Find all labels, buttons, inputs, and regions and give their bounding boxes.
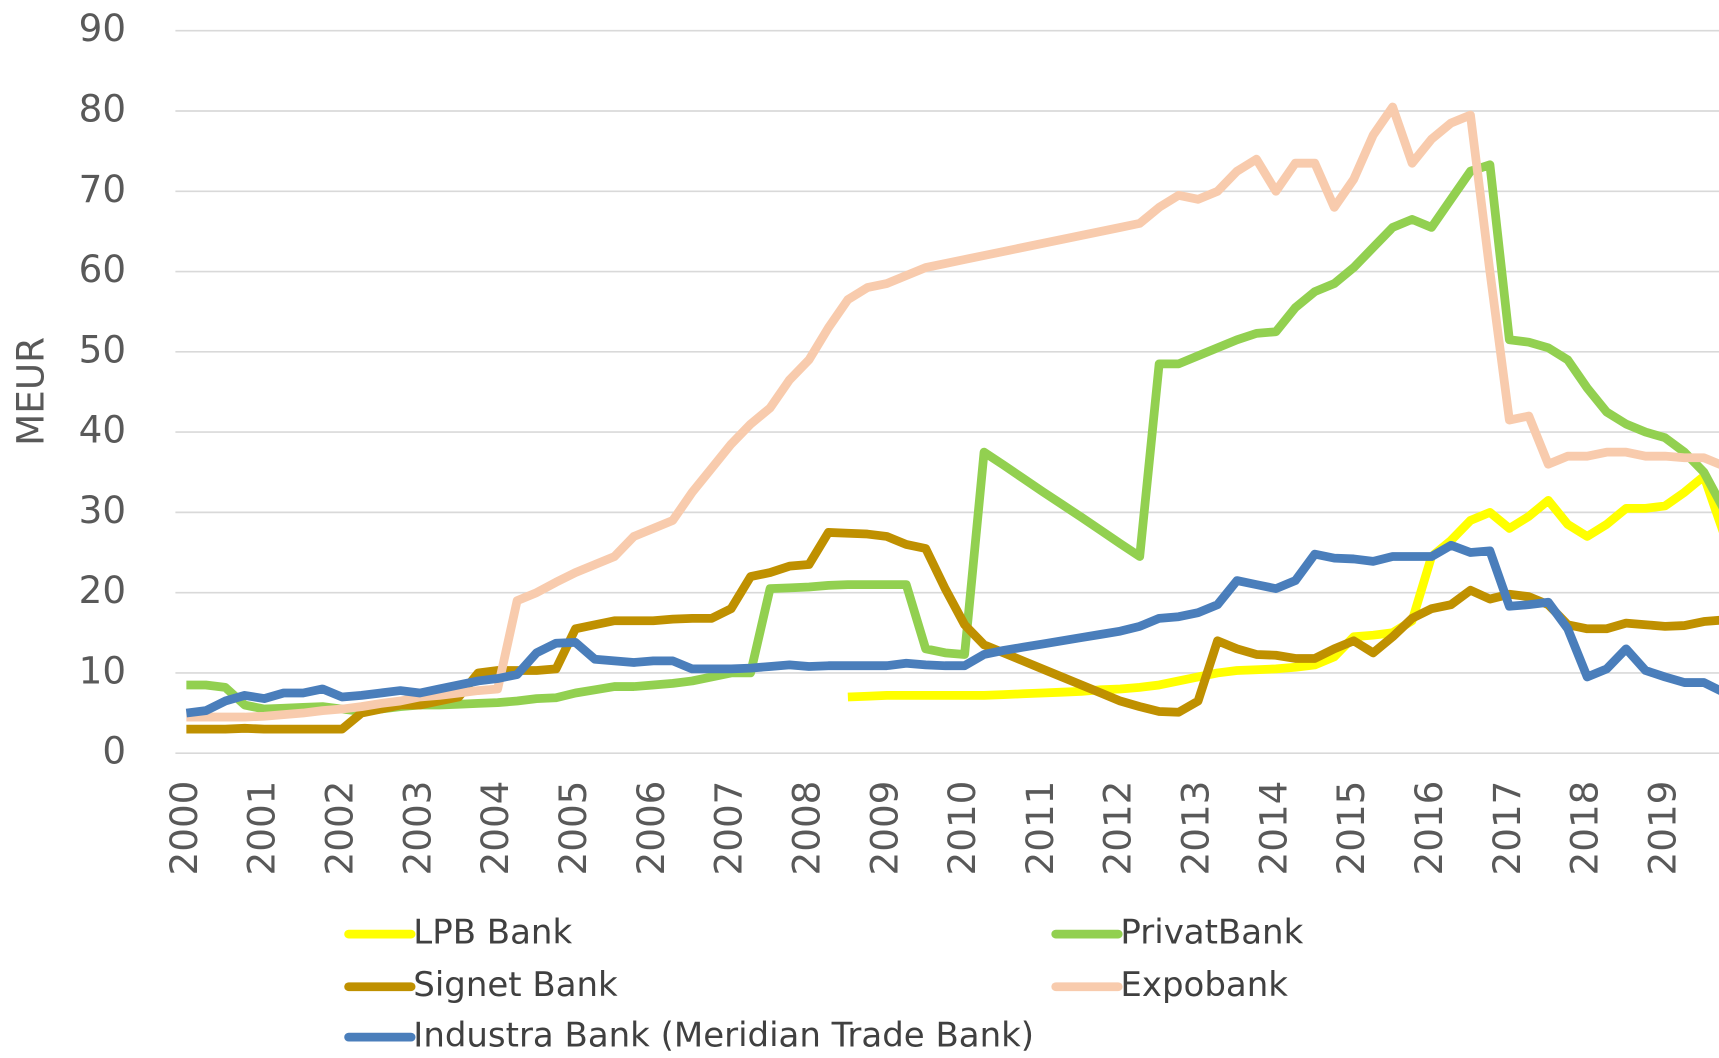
- x-tick-label: 2005: [551, 781, 595, 876]
- legend-label: Expobank: [1120, 965, 1288, 1005]
- series-line: [186, 160, 1719, 716]
- x-tick-label: 2003: [395, 781, 439, 876]
- y-tick-label: 0: [102, 729, 126, 773]
- series-line: [186, 102, 1719, 722]
- y-tick-label: 80: [79, 87, 126, 131]
- y-tick-label: 70: [79, 167, 126, 211]
- x-tick-label: 2015: [1329, 781, 1373, 876]
- x-tick-label: 2001: [240, 781, 284, 876]
- x-tick-label: 2009: [862, 781, 906, 876]
- x-tick-label: 2010: [940, 781, 984, 876]
- y-tick-label: 10: [79, 648, 126, 692]
- x-tick-label: 2016: [1407, 781, 1451, 876]
- x-tick-label: 2013: [1174, 781, 1218, 876]
- x-tick-label: 2011: [1018, 781, 1062, 876]
- series-line: [186, 528, 1719, 734]
- x-tick-label: 2000: [162, 781, 206, 876]
- x-tick-label: 2018: [1563, 781, 1607, 876]
- y-tick-label: 40: [79, 408, 126, 452]
- series-line: [185, 540, 1719, 718]
- y-tick-label: 60: [79, 247, 126, 291]
- legend-label: LPB Bank: [413, 913, 572, 953]
- y-tick-label: 30: [79, 488, 126, 532]
- x-tick-label: 2004: [473, 781, 517, 876]
- x-tick-label: 2019: [1641, 781, 1685, 876]
- x-tick-label: 2014: [1251, 781, 1295, 876]
- series-line: [847, 471, 1719, 702]
- x-tick-label: 2007: [707, 781, 751, 876]
- x-tick-label: 2008: [784, 781, 828, 876]
- y-tick-label: 50: [79, 327, 126, 371]
- y-tick-label: 90: [79, 6, 126, 50]
- legend-label: Industra Bank (Meridian Trade Bank): [413, 1016, 1034, 1056]
- x-tick-label: 2006: [629, 781, 673, 876]
- x-tick-label: 2002: [318, 781, 362, 876]
- legend-label: PrivatBank: [1120, 913, 1303, 953]
- y-axis-label: MEUR: [8, 337, 52, 446]
- legend-label: Signet Bank: [413, 965, 618, 1005]
- x-tick-label: 2017: [1485, 781, 1529, 876]
- y-tick-label: 20: [79, 568, 126, 612]
- x-tick-label: 2012: [1096, 781, 1140, 876]
